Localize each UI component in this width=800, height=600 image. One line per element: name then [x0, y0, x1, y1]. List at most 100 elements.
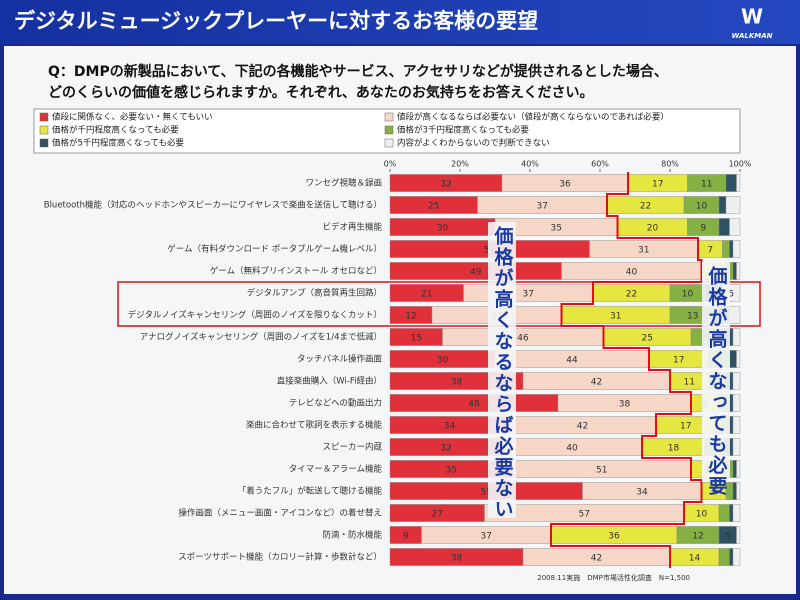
category-label: ゲーム（無料プリインストール オセロなど）: [210, 266, 382, 277]
x-tick-label: 80%: [661, 160, 679, 169]
value-label: 10: [696, 202, 708, 212]
value-label: 40: [566, 444, 578, 454]
bar-segment: [732, 504, 741, 522]
logo: WALKMAN: [731, 32, 772, 40]
annotation-bg: [488, 222, 516, 518]
value-label: 32: [440, 180, 451, 190]
value-label: 34: [636, 488, 648, 498]
chart-title: デジタルミュージックプレーヤーに対するお客様の要望: [14, 9, 538, 33]
value-label: 10: [696, 510, 708, 520]
value-label: 46: [517, 334, 529, 344]
x-tick-label: 0%: [384, 160, 397, 169]
category-label: テレビなどへの動画出力: [289, 398, 382, 409]
value-label: 7: [711, 488, 717, 498]
value-label: 36: [559, 180, 571, 190]
bar-segment: [732, 416, 741, 434]
bar-segment: [732, 438, 741, 456]
category-label: アナログノイズキャンセリング（周囲のノイズを1/4まで低減）: [140, 332, 382, 343]
value-label: 18: [668, 444, 680, 454]
bar-segment: [729, 240, 734, 258]
bar-segment: [736, 174, 741, 192]
bar-segment: [718, 548, 730, 566]
value-label: 27: [432, 510, 443, 520]
value-label: 9: [403, 532, 409, 542]
legend-label: 価格が3千円程度高くなっても必要: [397, 125, 530, 136]
legend-swatch: [384, 138, 394, 148]
category-label: ワンセグ視聴＆録画: [305, 178, 382, 189]
annotation: 価格が高くなっても必要: [706, 266, 729, 497]
bar-segment: [729, 504, 734, 522]
bar-segment: [722, 240, 730, 258]
category-label: デジタルノイズキャンセリング（周囲のノイズを限りなくカット）: [128, 310, 382, 321]
category-label: スポーツサポート機能（カロリー計算・歩数計など）: [178, 552, 382, 563]
value-label: 57: [579, 510, 590, 520]
bar-segment: [736, 526, 741, 544]
bar-segment: [732, 394, 741, 412]
bar-segment: [736, 460, 741, 478]
bar-segment: [732, 328, 741, 346]
legend-swatch: [39, 112, 49, 122]
value-label: 12: [405, 312, 416, 322]
highlight-box: [117, 281, 761, 327]
bar-segment: [736, 482, 741, 500]
legend-label: 価格が5千円程度高くなっても必要: [52, 138, 185, 149]
bar-segment: [732, 240, 741, 258]
value-label: 37: [523, 290, 534, 300]
bar-segment: [729, 548, 734, 566]
bar-segment: [729, 218, 741, 236]
category-label: タッチパネル操作画面: [297, 354, 383, 365]
legend-swatch: [384, 125, 394, 135]
value-label: 17: [680, 422, 691, 432]
category-label: タイマー＆アラーム機能: [289, 464, 383, 475]
category-label: ビデオ再生機能: [322, 222, 382, 233]
value-label: 11: [684, 378, 695, 388]
legend-label: 値段が高くなるならば必要ない（値段が高くならないのであれば必要）: [397, 112, 669, 123]
category-label: 防滴・防水機能: [322, 530, 382, 541]
category-label: 「着うたフル」が転送して聴ける機能: [238, 486, 383, 497]
bar-segment: [718, 504, 730, 522]
bar-segment: [732, 372, 741, 390]
value-label: 42: [591, 378, 602, 388]
value-label: 13: [687, 312, 698, 322]
value-label: 38: [451, 554, 463, 564]
legend-label: 内容がよくわからないので判断できない: [397, 138, 550, 149]
value-label: 42: [591, 554, 602, 564]
bar-segment: [736, 262, 741, 280]
boundary-line: [550, 172, 703, 568]
value-label: 38: [619, 400, 631, 410]
value-label: 32: [440, 444, 451, 454]
value-label: 12: [692, 532, 703, 542]
bar-segment: [718, 218, 730, 236]
category-label: 楽曲に合わせて歌詞を表示する機能: [246, 420, 383, 431]
header: [0, 0, 800, 44]
value-label: 34: [444, 422, 456, 432]
question: Q：DMPの新製品において、下記の各機能やサービス、アクセサリなどが提供されると…: [48, 63, 668, 80]
value-label: 37: [537, 202, 548, 212]
value-label: 5: [728, 290, 734, 300]
value-label: 17: [652, 180, 663, 190]
bar-segment: [729, 416, 734, 434]
value-label: 22: [640, 202, 651, 212]
value-label: 17: [673, 356, 684, 366]
bar-segment: [732, 262, 737, 280]
value-label: 30: [437, 224, 449, 234]
category-label: 直接楽曲購入（Wi-Fi経由）: [277, 376, 382, 387]
value-label: 49: [470, 268, 482, 278]
bar-segment: [729, 350, 737, 368]
category-label: スピーカー内蔵: [322, 442, 382, 453]
value-label: 25: [428, 202, 439, 212]
value-label: 15: [411, 334, 422, 344]
value-label: 40: [626, 268, 638, 278]
category-label: 操作画面（メニュー画面・アイコンなど）の着せ替え: [178, 508, 382, 519]
value-label: 35: [446, 466, 457, 476]
value-label: 31: [610, 312, 621, 322]
value-label: 14: [689, 554, 701, 564]
legend-swatch: [39, 125, 49, 135]
value-label: 48: [468, 400, 480, 410]
x-tick-label: 100%: [729, 160, 752, 169]
footnote: 2008.11実施 DMP市場活性化調査 N=1,500: [537, 573, 690, 582]
bar-segment: [732, 460, 737, 478]
value-label: 36: [608, 532, 620, 542]
value-label: 51: [596, 466, 607, 476]
bar-segment: [736, 350, 741, 368]
